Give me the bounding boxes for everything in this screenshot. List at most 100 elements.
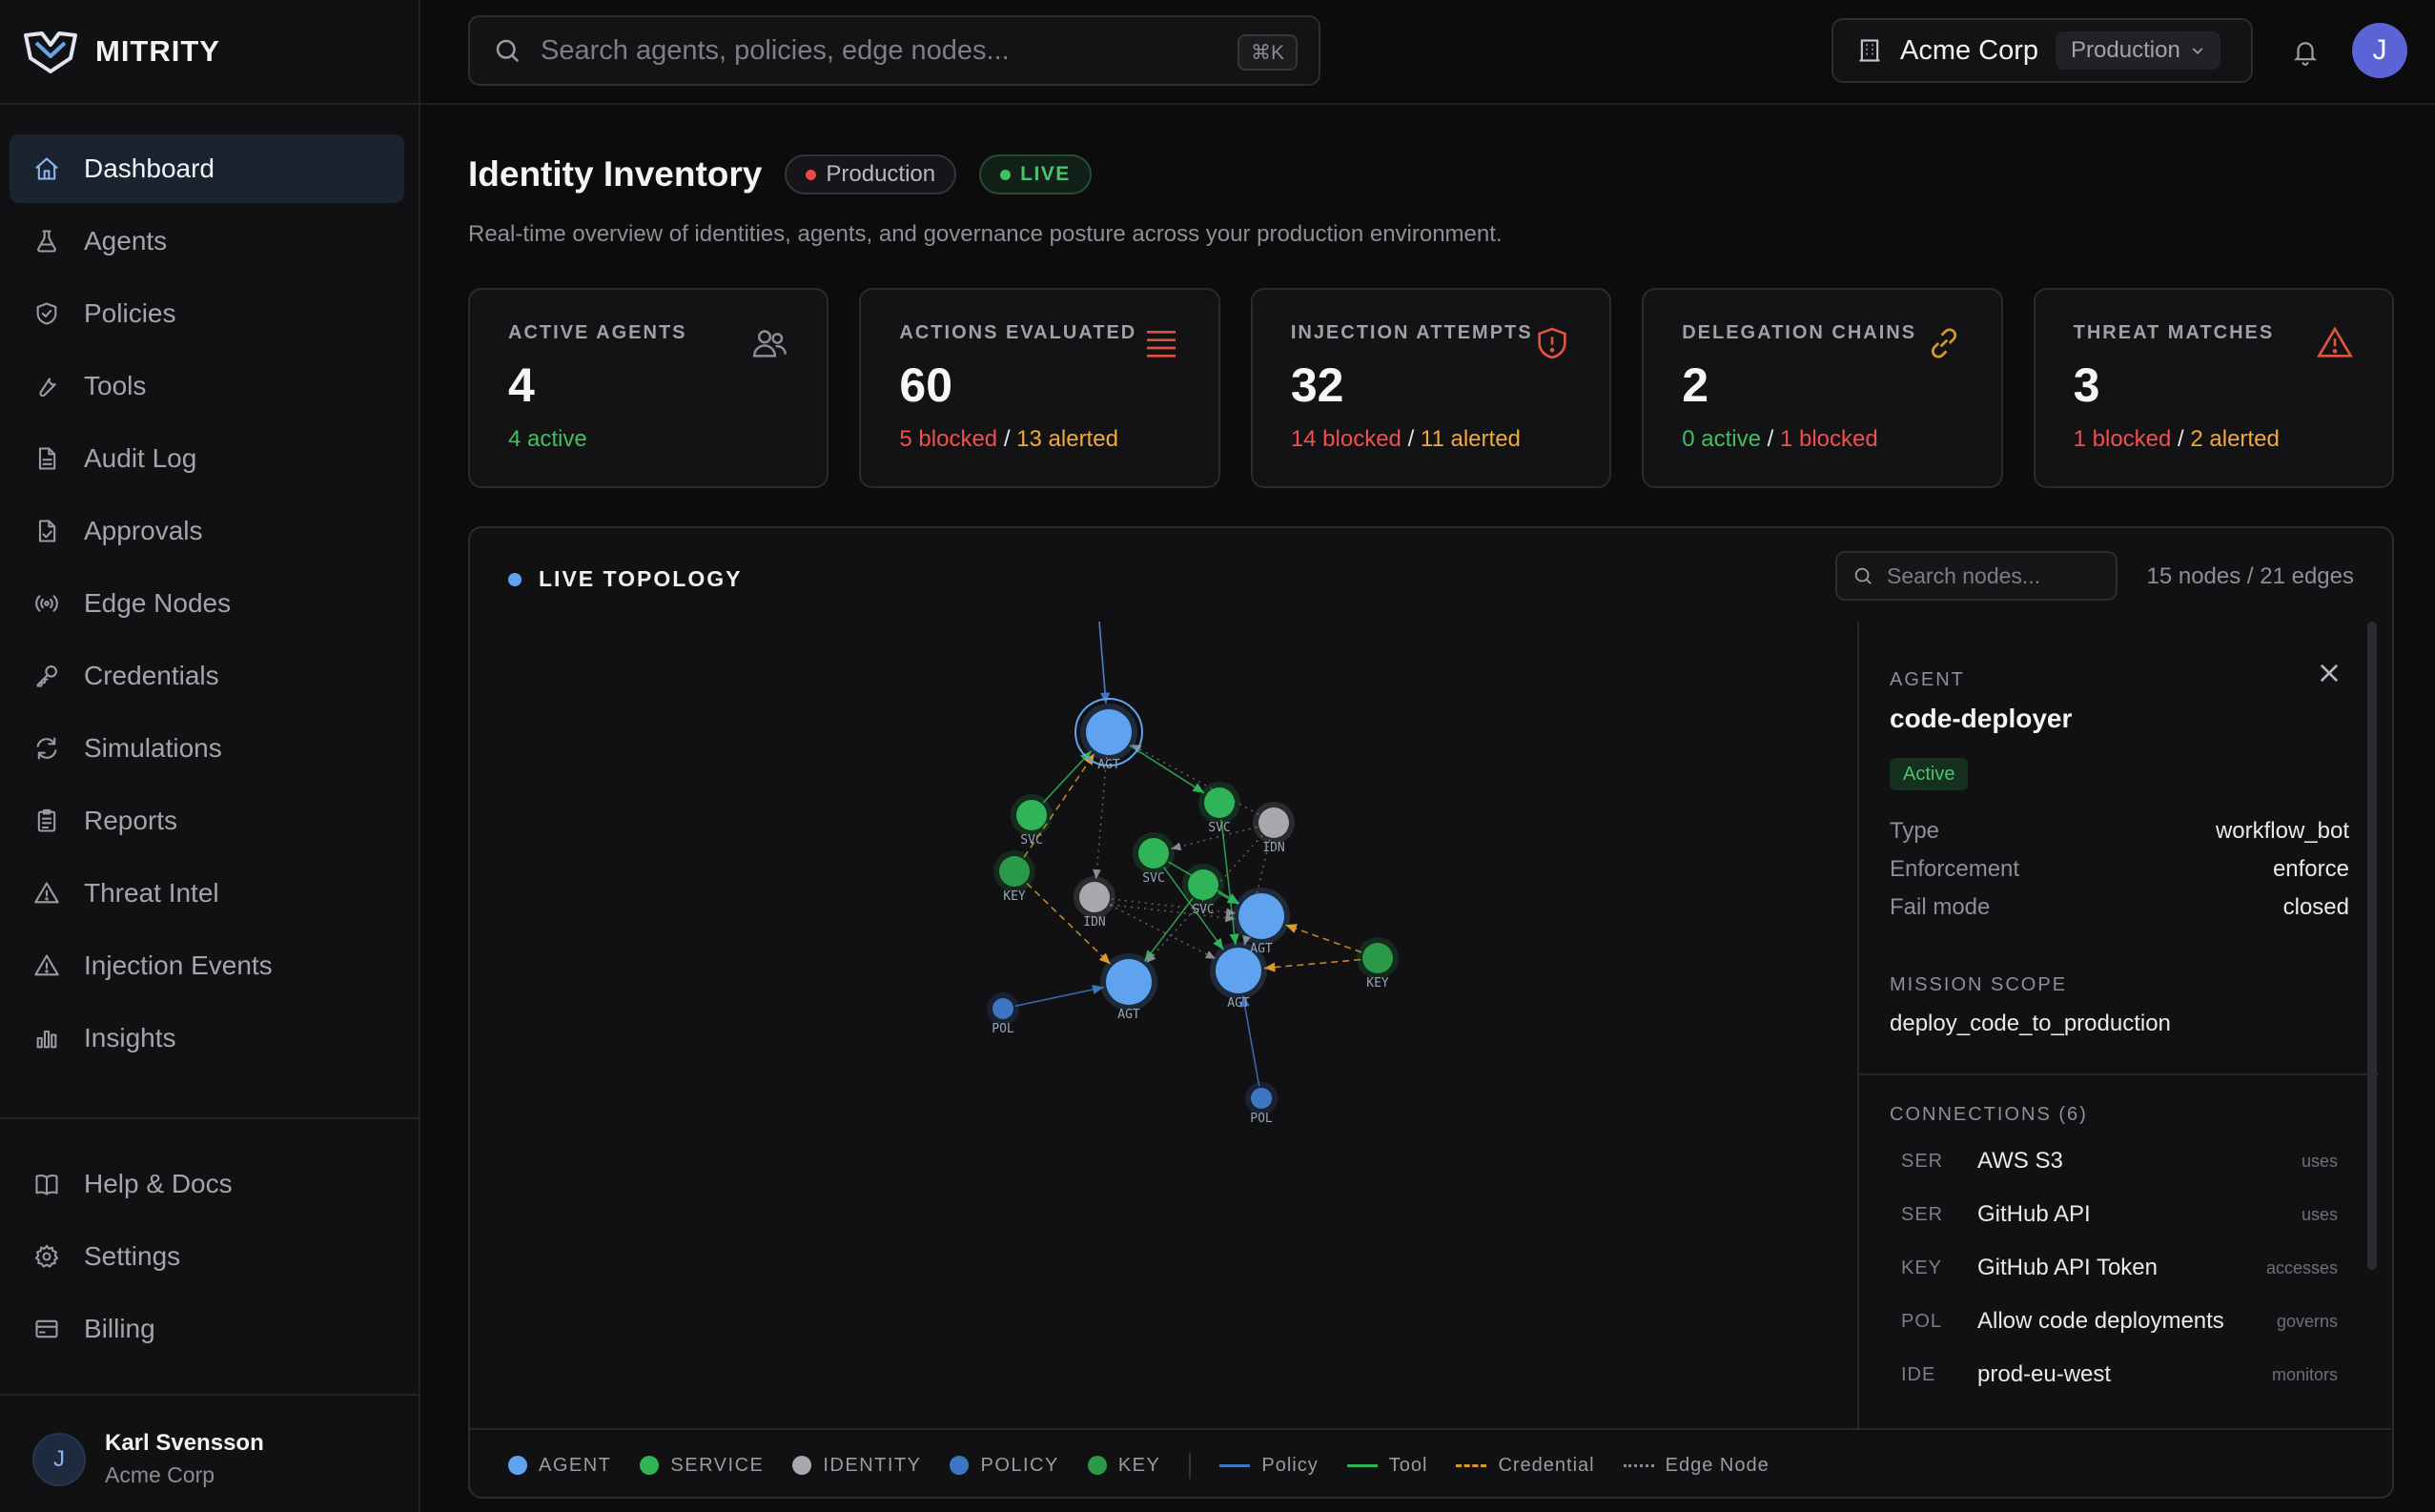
search-icon <box>496 39 520 63</box>
stat-value: 2 <box>1682 358 1709 412</box>
graph-node-service[interactable]: SVC <box>1011 794 1053 848</box>
search-input[interactable]: Search agents, policies, edge nodes... ⌘… <box>468 15 1320 86</box>
node-label: KEY <box>1366 976 1389 991</box>
connection-row[interactable]: SER GitHub API uses <box>1890 1195 2349 1234</box>
sidebar-item-threat-intel[interactable]: Threat Intel <box>10 859 404 928</box>
graph-node-policy[interactable]: POL <box>987 992 1019 1036</box>
user-avatar-button[interactable]: J <box>2352 23 2407 78</box>
stat-sub-secondary: 2 alerted <box>2190 426 2280 452</box>
node-circle <box>1362 943 1393 973</box>
sidebar-item-approvals[interactable]: Approvals <box>10 497 404 565</box>
sidebar-item-reports[interactable]: Reports <box>10 787 404 855</box>
sidebar-item-policies[interactable]: Policies <box>10 279 404 348</box>
sidebar-item-simulations[interactable]: Simulations <box>10 714 404 783</box>
legend-item-credential: Credential <box>1456 1455 1594 1477</box>
connection-name: Allow code deployments <box>1977 1308 2224 1334</box>
graph-edge-edge <box>1111 898 1237 917</box>
connection-type: POL <box>1901 1310 1943 1332</box>
status-badge: Active <box>1890 758 1969 790</box>
legend-line <box>1346 1463 1378 1467</box>
sidebar-item-credentials[interactable]: Credentials <box>10 642 404 710</box>
graph-node-agent[interactable]: AGT <box>1074 698 1143 772</box>
stat-card-active-agents[interactable]: ACTIVE AGENTS 4 4 active <box>468 288 829 488</box>
stat-sub-primary: 4 active <box>508 426 587 452</box>
stat-card-actions-evaluated[interactable]: ACTIONS EVALUATED 60 5 blocked / 13 alerte… <box>859 288 1220 488</box>
node-circle <box>1258 807 1289 838</box>
graph-edge-policy <box>1239 995 1260 1087</box>
node-search-placeholder: Search nodes... <box>1887 562 2041 588</box>
sidebar-item-audit-log[interactable]: Audit Log <box>10 424 404 493</box>
sidebar-item-edge-nodes[interactable]: Edge Nodes <box>10 569 404 638</box>
node-circle <box>1086 709 1132 755</box>
sidebar-item-injection-events[interactable]: Injection Events <box>10 931 404 1000</box>
sidebar-item-billing[interactable]: Billing <box>10 1295 404 1363</box>
environment-value: Production <box>2071 37 2180 63</box>
graph-node-key[interactable]: KEY <box>993 850 1035 904</box>
node-label: AGT <box>1097 758 1120 772</box>
field-key: Fail mode <box>1890 894 1991 920</box>
sidebar-item-insights[interactable]: Insights <box>10 1004 404 1073</box>
sidebar-item-help-docs[interactable]: Help & Docs <box>10 1150 404 1218</box>
node-edge-count: 15 nodes / 21 edges <box>2146 563 2354 589</box>
graph-node-agent[interactable]: AGT <box>1210 942 1267 1011</box>
node-circle <box>1016 800 1047 830</box>
sidebar-item-agents[interactable]: Agents <box>10 207 404 276</box>
node-label: SVC <box>1142 871 1164 886</box>
alert-triangle-icon <box>32 951 61 980</box>
environment-select[interactable]: Production <box>2056 31 2220 70</box>
close-icon[interactable] <box>2316 660 2343 686</box>
graph-node-agent[interactable]: AGT <box>1100 953 1157 1022</box>
graph-edge-edge <box>1171 826 1258 851</box>
graph-edge-tool <box>1218 891 1239 905</box>
sidebar-item-tools[interactable]: Tools <box>10 352 404 420</box>
legend-swatch <box>640 1456 660 1475</box>
connection-row[interactable]: KEY GitHub API Token accesses <box>1890 1249 2349 1287</box>
sidebar-item-label: Simulations <box>84 733 222 763</box>
stat-card-injection-attempts[interactable]: INJECTION ATTEMPTS 32 14 blocked / 11 aler… <box>1250 288 1612 488</box>
credit-card-icon <box>32 1315 61 1343</box>
stat-card-threat-matches[interactable]: THREAT MATCHES 3 1 blocked / 2 alerted <box>2033 288 2395 488</box>
connection-type: IDE <box>1901 1363 1936 1385</box>
connection-row[interactable]: SER AWS S3 uses <box>1890 1142 2349 1180</box>
connection-row[interactable]: IDE prod-eu-west monitors <box>1890 1356 2349 1394</box>
legend-label: IDENTITY <box>823 1454 922 1476</box>
sidebar-item-dashboard[interactable]: Dashboard <box>10 134 404 203</box>
notifications-button[interactable] <box>2286 32 2324 71</box>
graph-node-key[interactable]: KEY <box>1357 937 1399 991</box>
legend-label: SERVICE <box>670 1454 765 1476</box>
graph-node-service[interactable]: SVC <box>1182 864 1224 917</box>
node-kind: AGENT <box>1890 669 1965 690</box>
node-search-input[interactable]: Search nodes... <box>1835 551 2118 601</box>
graph-node-service[interactable]: SVC <box>1133 832 1175 886</box>
detail-field-fail-mode: Fail mode closed <box>1890 894 2349 921</box>
graph-edge-edge <box>1131 744 1259 815</box>
graph-edge-policy <box>1014 984 1104 1008</box>
graph-node-agent[interactable]: AGT <box>1233 888 1290 956</box>
brand[interactable]: MITRITY <box>23 25 220 78</box>
topology-legend: AGENT SERVICE IDENTITY POLICY KEY Policy Tool C… <box>470 1428 2392 1497</box>
alert-triangle-icon <box>32 879 61 908</box>
detail-field-enforcement: Enforcement enforce <box>1890 856 2349 883</box>
book-icon <box>32 1170 61 1198</box>
connection-row[interactable]: POL Allow code deployments governs <box>1890 1302 2349 1340</box>
search-placeholder: Search agents, policies, edge nodes... <box>541 34 1010 66</box>
graph-node-identity[interactable]: IDN <box>1253 802 1295 855</box>
sidebar-item-settings[interactable]: Settings <box>10 1222 404 1291</box>
legend-swatch <box>950 1456 970 1475</box>
stat-label: ACTIVE AGENTS <box>508 322 687 343</box>
stat-card-delegation-chains[interactable]: DELEGATION CHAINS 2 0 active / 1 blocked <box>1642 288 2003 488</box>
stat-sub-separator: / <box>997 426 1017 452</box>
field-value: closed <box>2282 894 2349 920</box>
graph-node-identity[interactable]: IDN <box>1074 876 1115 930</box>
graph-node-policy[interactable]: POL <box>1245 1082 1278 1126</box>
stat-label: THREAT MATCHES <box>2073 322 2275 343</box>
user-profile[interactable]: J Karl Svensson Acme Corp <box>32 1430 264 1488</box>
org-switcher[interactable]: Acme Corp Production <box>1831 18 2253 83</box>
graph-edge-credential <box>1023 752 1095 858</box>
sidebar-item-label: Reports <box>84 806 178 835</box>
scrollbar[interactable] <box>2367 622 2377 1270</box>
graph-node-service[interactable]: SVC <box>1198 782 1240 835</box>
page-subtitle: Real-time overview of identities, agents… <box>468 221 1503 247</box>
topology-graph[interactable]: AGT AGT AGT AGT SVC SVC SVC SVC IDN IDN KEY KEY POL P… <box>470 622 1857 1428</box>
connection-relation: accesses <box>2265 1257 2338 1277</box>
